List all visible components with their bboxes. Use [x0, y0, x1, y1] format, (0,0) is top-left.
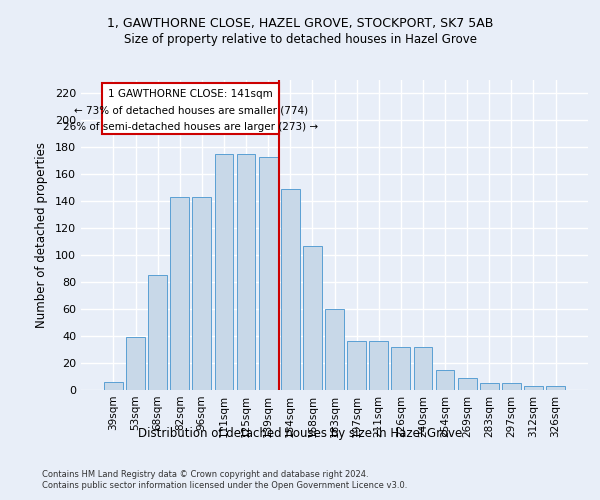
Bar [370, 342, 388, 390]
Text: 1 GAWTHORNE CLOSE: 141sqm: 1 GAWTHORNE CLOSE: 141sqm [109, 90, 273, 100]
Bar [193, 198, 211, 390]
Bar [303, 246, 322, 390]
Bar [126, 338, 145, 390]
Text: 26% of semi-detached houses are larger (273) →: 26% of semi-detached houses are larger (… [63, 122, 319, 132]
Text: Contains public sector information licensed under the Open Government Licence v3: Contains public sector information licen… [42, 481, 407, 490]
Text: 1, GAWTHORNE CLOSE, HAZEL GROVE, STOCKPORT, SK7 5AB: 1, GAWTHORNE CLOSE, HAZEL GROVE, STOCKPO… [107, 18, 493, 30]
Bar [215, 154, 233, 390]
Text: Size of property relative to detached houses in Hazel Grove: Size of property relative to detached ho… [124, 32, 476, 46]
Bar [259, 157, 278, 390]
Bar [325, 309, 344, 390]
Bar [236, 154, 256, 390]
Bar [480, 384, 499, 390]
Bar [148, 276, 167, 390]
Bar [104, 382, 123, 390]
Bar [436, 370, 454, 390]
Text: Contains HM Land Registry data © Crown copyright and database right 2024.: Contains HM Land Registry data © Crown c… [42, 470, 368, 479]
Y-axis label: Number of detached properties: Number of detached properties [35, 142, 48, 328]
Text: Distribution of detached houses by size in Hazel Grove: Distribution of detached houses by size … [138, 428, 462, 440]
Bar [524, 386, 543, 390]
Bar [502, 384, 521, 390]
Text: ← 73% of detached houses are smaller (774): ← 73% of detached houses are smaller (77… [74, 106, 308, 116]
Bar [458, 378, 476, 390]
Bar [413, 347, 433, 390]
Bar [391, 347, 410, 390]
Bar [103, 82, 279, 134]
Bar [281, 189, 299, 390]
Bar [546, 386, 565, 390]
Bar [170, 198, 189, 390]
Bar [347, 342, 366, 390]
